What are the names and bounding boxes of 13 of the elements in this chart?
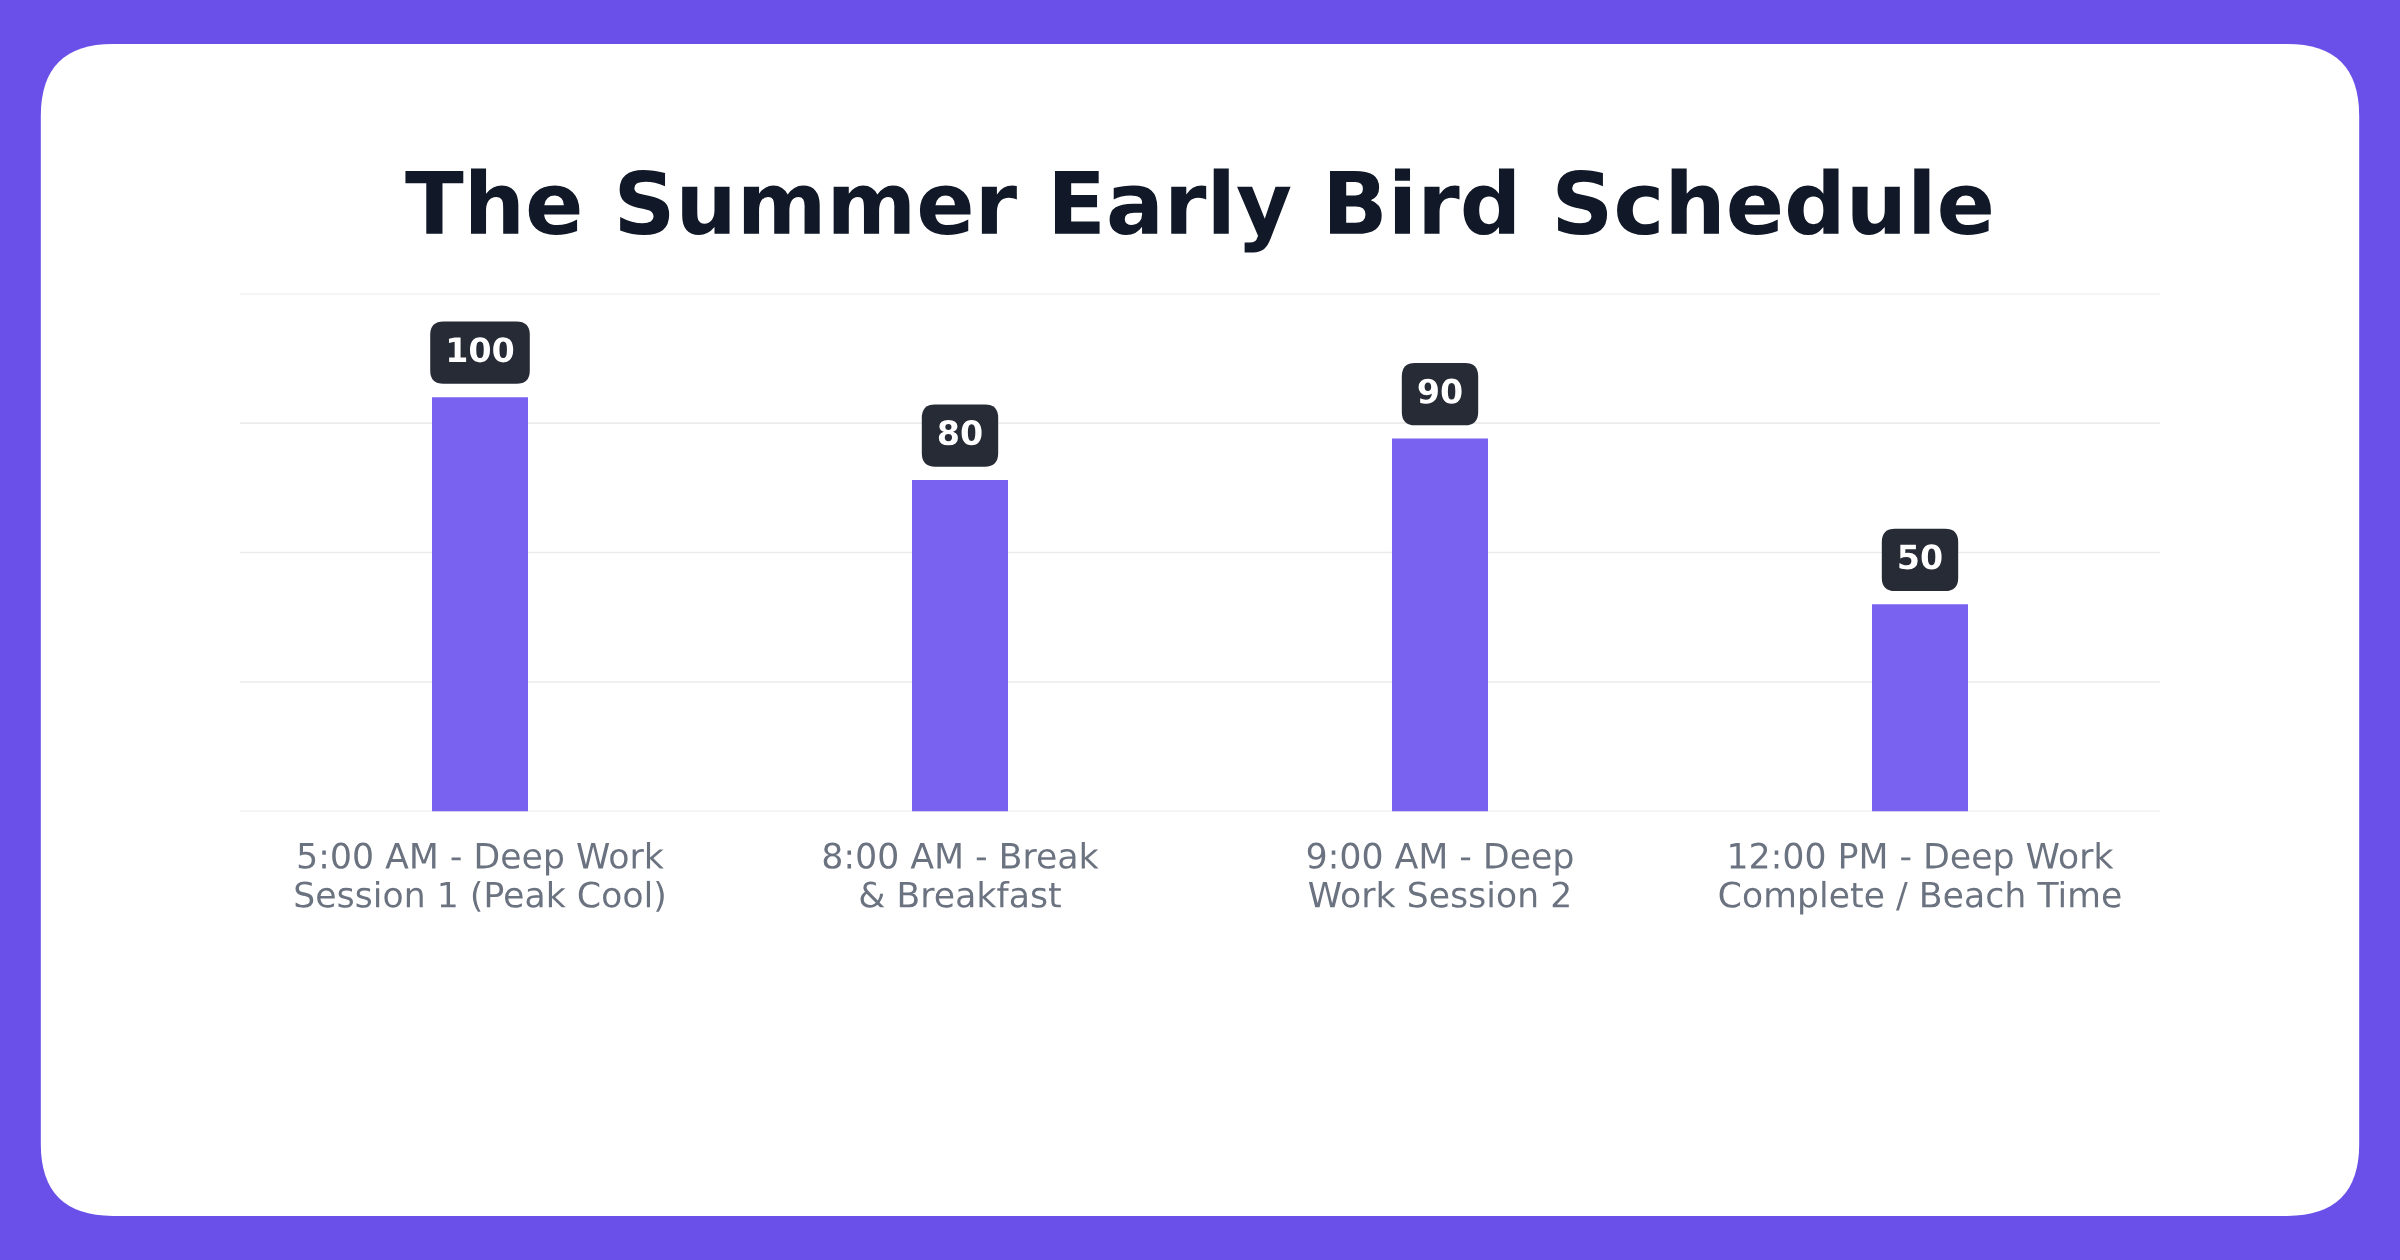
x-tick-label: 8:00 AM - Break & Breakfast bbox=[823, 842, 1099, 908]
bar bbox=[1392, 438, 1488, 812]
data-label: 100 bbox=[448, 337, 514, 363]
bar bbox=[912, 480, 1008, 812]
x-tick-label: 12:00 PM - Deep Work Complete / Beach Time bbox=[1719, 842, 2121, 915]
x-tick-label: 5:00 AM - Deep Work Session 1 (Peak Cool) bbox=[295, 842, 664, 912]
data-label: 50 bbox=[1899, 544, 1942, 570]
bar bbox=[432, 397, 528, 812]
chart-title: The Summer Early Bird Schedule bbox=[405, 168, 1991, 253]
data-label: 80 bbox=[938, 420, 982, 446]
data-label: 90 bbox=[1418, 378, 1462, 404]
bar bbox=[1872, 604, 1968, 812]
x-tick-label: 9:00 AM - Deep Work Session 2 bbox=[1307, 842, 1573, 908]
